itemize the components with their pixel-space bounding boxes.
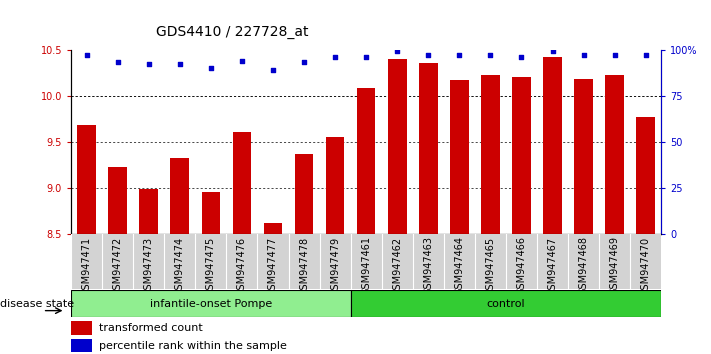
Point (485, 52, 496, 58)
Point (143, 62, 154, 67)
Point (454, 52, 465, 58)
Point (392, 48, 403, 54)
Text: infantile-onset Pompe: infantile-onset Pompe (150, 298, 272, 309)
Point (112, 59, 124, 65)
Point (236, 58, 247, 63)
Text: GSM947469: GSM947469 (609, 236, 620, 295)
Bar (419, 63, 437, 234)
Bar (388, 59, 407, 234)
Bar (450, 80, 469, 234)
Bar (71, 339, 92, 352)
Point (578, 52, 589, 58)
Bar (351, 290, 661, 317)
Bar (636, 117, 655, 234)
Text: GSM947478: GSM947478 (299, 236, 309, 296)
Bar (171, 158, 189, 234)
Bar (543, 57, 562, 234)
Text: GSM947462: GSM947462 (392, 236, 402, 296)
Bar (139, 189, 158, 234)
Text: GSM947465: GSM947465 (486, 236, 496, 296)
Text: GSM947466: GSM947466 (516, 236, 526, 295)
Bar (326, 137, 344, 234)
Text: GSM947476: GSM947476 (237, 236, 247, 296)
Text: transformed count: transformed count (100, 323, 203, 333)
Point (422, 52, 434, 58)
Point (267, 67, 279, 73)
Text: GSM947471: GSM947471 (82, 236, 92, 296)
Text: GSM947461: GSM947461 (361, 236, 371, 295)
Point (360, 54, 372, 60)
Point (547, 48, 558, 54)
Point (174, 62, 186, 67)
Text: GSM947475: GSM947475 (206, 236, 216, 296)
Bar (512, 77, 531, 234)
Point (515, 54, 527, 60)
Text: GSM947468: GSM947468 (579, 236, 589, 295)
Text: GSM947472: GSM947472 (112, 236, 123, 296)
Bar (232, 132, 251, 234)
Text: GSM947464: GSM947464 (454, 236, 464, 295)
Bar (108, 167, 127, 234)
Point (299, 59, 310, 65)
Bar (71, 290, 351, 317)
Point (205, 65, 217, 71)
Text: disease state: disease state (0, 299, 74, 309)
Bar (295, 154, 314, 234)
Point (329, 54, 341, 60)
Text: control: control (486, 298, 525, 309)
Bar (357, 88, 375, 234)
Bar (481, 75, 500, 234)
Bar (574, 79, 593, 234)
Text: GDS4410 / 227728_at: GDS4410 / 227728_at (156, 25, 309, 39)
Point (609, 52, 620, 58)
Text: GSM947479: GSM947479 (330, 236, 340, 296)
Text: GSM947463: GSM947463 (423, 236, 433, 295)
Text: GSM947470: GSM947470 (641, 236, 651, 296)
Point (640, 52, 651, 58)
Point (81, 52, 92, 58)
Text: GSM947474: GSM947474 (175, 236, 185, 296)
Bar (77, 125, 96, 234)
Text: GSM947473: GSM947473 (144, 236, 154, 296)
Text: GSM947467: GSM947467 (547, 236, 557, 296)
Bar (605, 75, 624, 234)
Bar (201, 192, 220, 234)
Bar (264, 223, 282, 234)
Bar (71, 321, 92, 335)
Text: GSM947477: GSM947477 (268, 236, 278, 296)
Text: percentile rank within the sample: percentile rank within the sample (100, 341, 287, 350)
